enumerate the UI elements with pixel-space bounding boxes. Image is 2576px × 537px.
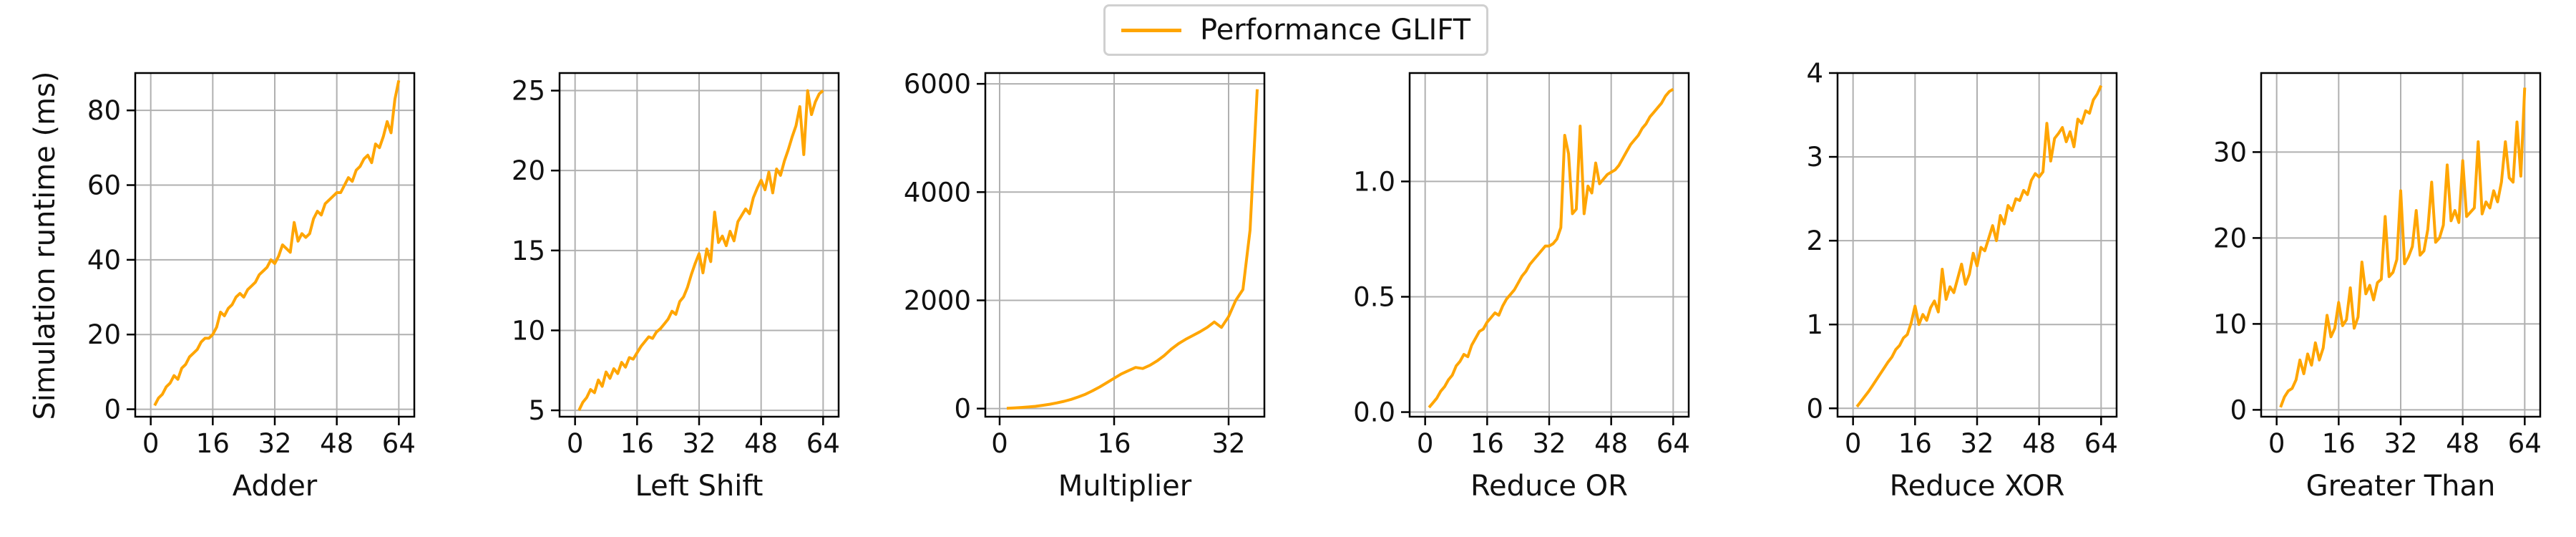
x-tick-label: 64 — [2084, 428, 2118, 459]
y-tick-label: 20 — [87, 319, 121, 350]
x-tick-label: 0 — [991, 428, 1008, 459]
y-tick-label: 40 — [87, 245, 121, 276]
x-tick-label: 32 — [1960, 428, 1994, 459]
y-tick-label: 3 — [1806, 142, 1823, 173]
series-line — [1428, 87, 1674, 409]
x-axis-label: Greater Than — [2306, 470, 2496, 503]
y-tick-label: 20 — [512, 155, 545, 186]
y-tick-label: 0 — [2230, 395, 2247, 425]
y-tick-label: 6000 — [904, 69, 971, 100]
series-line — [1006, 89, 1259, 410]
series-line — [153, 79, 401, 407]
x-tick-label: 32 — [1211, 428, 1245, 459]
y-tick-label: 15 — [512, 236, 545, 266]
y-tick-label: 0 — [104, 395, 121, 425]
x-tick-label: 16 — [620, 428, 654, 459]
y-tick-label: 4 — [1806, 58, 1823, 89]
x-tick-label: 0 — [1417, 428, 1434, 459]
legend-label: Performance GLIFT — [1200, 14, 1471, 47]
x-tick-label: 32 — [2384, 428, 2417, 459]
x-tick-label: 16 — [2322, 428, 2356, 459]
x-tick-label: 0 — [142, 428, 160, 459]
legend-line-swatch — [1121, 28, 1181, 32]
x-tick-label: 64 — [1657, 428, 1690, 459]
x-tick-label: 16 — [196, 428, 230, 459]
chart-panel-3: 0 16 32 0 2000 4000 6000 Multiplier — [904, 69, 1266, 503]
y-tick-label: 0 — [1806, 393, 1823, 424]
y-tick-label: 5 — [528, 395, 545, 426]
y-tick-label: 25 — [512, 76, 545, 107]
y-tick-label: 0.0 — [1353, 397, 1395, 428]
x-tick-label: 0 — [2268, 428, 2285, 459]
x-tick-label: 48 — [744, 428, 778, 459]
legend: Performance GLIFT — [1103, 4, 1488, 56]
chart-panel-6: 0 16 32 48 64 0 10 20 30 Greater Than — [2213, 72, 2542, 503]
y-tick-label: 10 — [512, 315, 545, 346]
x-tick-label: 64 — [2508, 428, 2542, 459]
x-tick-label: 0 — [1845, 428, 1862, 459]
x-axis-label: Reduce XOR — [1890, 470, 2065, 503]
y-tick-label: 60 — [87, 170, 121, 201]
y-tick-label: 80 — [87, 95, 121, 126]
x-tick-label: 32 — [1532, 428, 1566, 459]
x-axis-label: Reduce OR — [1470, 470, 1628, 503]
y-tick-label: 2 — [1806, 226, 1823, 256]
x-tick-label: 48 — [2446, 428, 2479, 459]
y-axis-label: Simulation runtime (ms) — [29, 71, 62, 420]
chart-panel-5: 0 16 32 48 64 0 1 2 3 4 Reduce XOR — [1806, 58, 2117, 503]
y-tick-label: 1 — [1806, 309, 1823, 340]
x-tick-label: 48 — [1594, 428, 1628, 459]
series-line — [2279, 87, 2527, 408]
x-axis-label: Adder — [233, 470, 318, 503]
chart-panel-4: 0 16 32 48 64 0.0 0.5 1.0 Reduce OR — [1353, 72, 1690, 503]
y-tick-label: 2000 — [904, 285, 971, 316]
chart-panel-1: 0 16 32 48 64 0 20 40 60 80 Adder — [87, 72, 416, 503]
plot-frame — [984, 72, 1266, 418]
series-line — [1855, 84, 2103, 408]
y-tick-label: 10 — [2213, 309, 2247, 339]
y-tick-label: 4000 — [904, 177, 971, 208]
x-tick-label: 32 — [682, 428, 716, 459]
chart-panel-2: 0 16 32 48 64 5 10 15 20 25 Left Shift — [512, 72, 840, 503]
y-tick-label: 20 — [2213, 223, 2247, 253]
x-tick-label: 16 — [1097, 428, 1131, 459]
x-tick-label: 64 — [806, 428, 840, 459]
y-tick-label: 1.0 — [1353, 166, 1395, 197]
series-line — [577, 89, 824, 411]
x-tick-label: 16 — [1898, 428, 1932, 459]
x-tick-label: 48 — [320, 428, 353, 459]
y-tick-label: 0 — [954, 394, 971, 425]
y-tick-label: 0.5 — [1353, 281, 1395, 312]
y-tick-label: 30 — [2213, 137, 2247, 168]
x-axis-label: Left Shift — [635, 470, 763, 503]
x-tick-label: 0 — [567, 428, 584, 459]
x-axis-label: Multiplier — [1058, 470, 1192, 503]
x-tick-label: 48 — [2022, 428, 2056, 459]
x-tick-label: 64 — [382, 428, 416, 459]
x-tick-label: 32 — [258, 428, 291, 459]
x-tick-label: 16 — [1470, 428, 1504, 459]
